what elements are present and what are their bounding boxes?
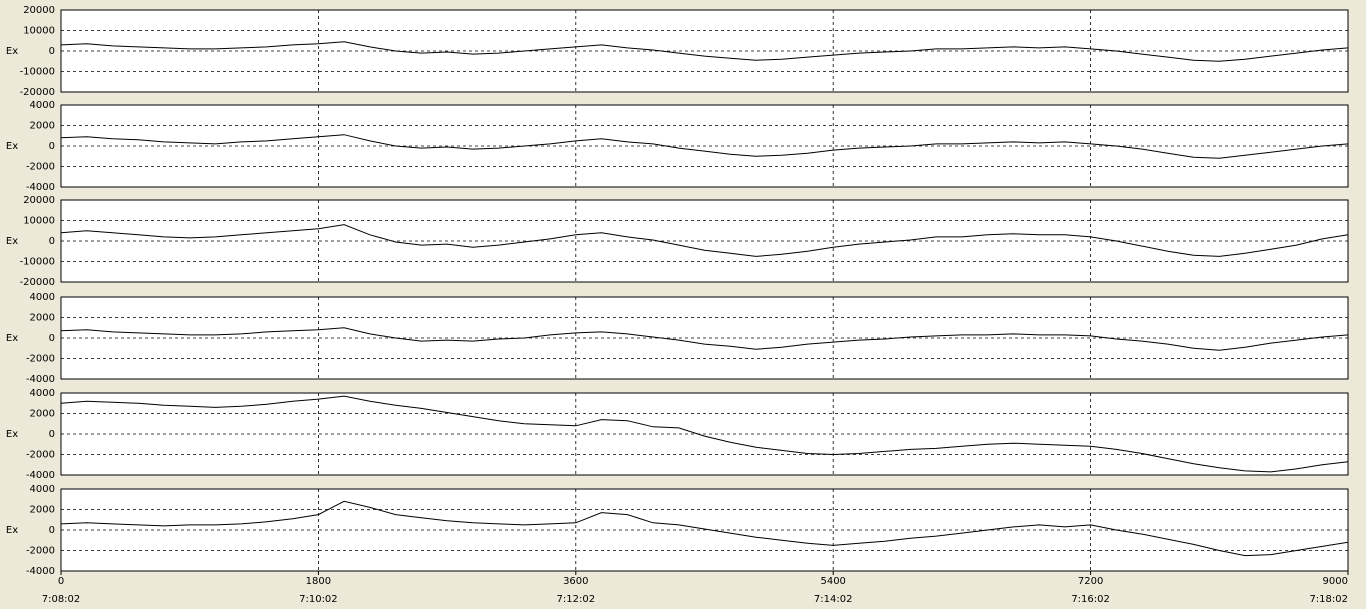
y-tick-label: -10000: [20, 67, 55, 78]
y-tick-label: -2000: [26, 162, 55, 173]
y-tick-label: 4000: [30, 292, 55, 303]
y-tick-label: -2000: [26, 546, 55, 557]
y-tick-label: 10000: [23, 216, 55, 227]
panel-border: [60, 9, 1349, 93]
y-axis-label: Ex: [6, 429, 18, 440]
y-axis-label: Ex: [6, 333, 18, 344]
y-tick-label: 0: [49, 236, 55, 247]
y-tick-label: 0: [49, 333, 55, 344]
y-tick-label: 0: [49, 141, 55, 152]
trace: [60, 500, 1349, 557]
y-tick-label: -20000: [20, 87, 55, 98]
y-tick-label: 2000: [30, 409, 55, 420]
x-tick-time: 7:12:02: [557, 594, 596, 605]
y-tick-label: 4000: [30, 100, 55, 111]
y-tick-label: 2000: [30, 505, 55, 516]
x-tick-label: 1800: [306, 576, 331, 587]
y-axis-label: Ex: [6, 525, 18, 536]
y-tick-label: -4000: [26, 374, 55, 385]
y-tick-label: 2000: [30, 121, 55, 132]
y-tick-label: 4000: [30, 484, 55, 495]
y-tick-label: 0: [49, 429, 55, 440]
y-axis-label: Ex: [6, 46, 18, 57]
x-tick-label: 5400: [820, 576, 845, 587]
x-tick-time: 7:16:02: [1071, 594, 1110, 605]
x-tick-time: 7:10:02: [299, 594, 338, 605]
panel-border: [60, 392, 1349, 476]
y-tick-label: 20000: [23, 195, 55, 206]
x-tick-label: 3600: [563, 576, 588, 587]
y-tick-label: 0: [49, 46, 55, 57]
panel-border: [60, 488, 1349, 572]
y-axis-label: Ex: [6, 236, 18, 247]
y-tick-label: -4000: [26, 470, 55, 481]
x-tick-time: 7:08:02: [42, 594, 81, 605]
y-tick-label: -10000: [20, 257, 55, 268]
y-tick-label: 0: [49, 525, 55, 536]
panel-border: [60, 296, 1349, 380]
y-tick-label: 2000: [30, 313, 55, 324]
y-tick-label: -4000: [26, 182, 55, 193]
y-tick-label: 10000: [23, 26, 55, 37]
trace: [60, 395, 1349, 473]
trace: [60, 134, 1349, 159]
trace: [60, 224, 1349, 257]
y-tick-label: 20000: [23, 5, 55, 16]
x-tick-label: 9000: [1323, 576, 1348, 587]
panel-border: [60, 104, 1349, 188]
x-tick-time: 7:14:02: [814, 594, 853, 605]
x-tick-label: 0: [58, 576, 64, 587]
x-tick-time: 7:18:02: [1309, 594, 1348, 605]
y-tick-label: -20000: [20, 277, 55, 288]
trace: [60, 41, 1349, 62]
y-axis-label: Ex: [6, 141, 18, 152]
y-tick-label: -2000: [26, 450, 55, 461]
y-tick-label: -4000: [26, 566, 55, 577]
panel-border: [60, 199, 1349, 283]
x-tick-label: 7200: [1078, 576, 1103, 587]
trace: [60, 327, 1349, 351]
y-tick-label: 4000: [30, 388, 55, 399]
y-tick-label: -2000: [26, 354, 55, 365]
